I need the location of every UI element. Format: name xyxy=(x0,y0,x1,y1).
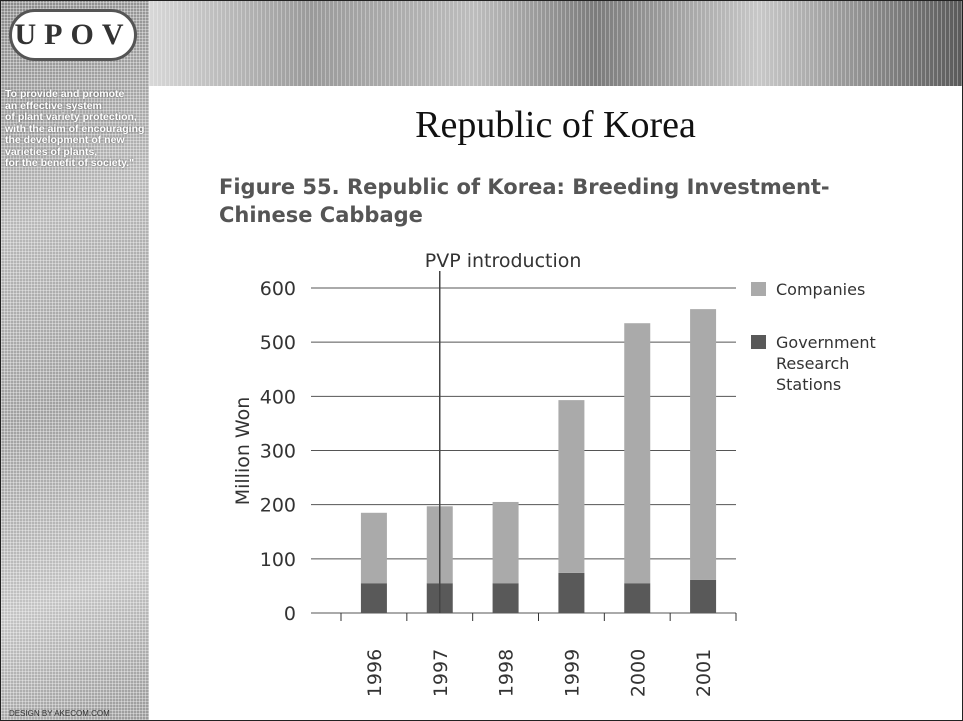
x-tick-label: 1996 xyxy=(364,649,386,697)
y-axis-label: Million Won xyxy=(232,397,254,506)
legend-swatch xyxy=(751,282,766,296)
sidebar xyxy=(1,1,149,720)
chart-title-line: Figure 55. Republic of Korea: Breeding I… xyxy=(219,175,830,199)
x-tick-label: 1997 xyxy=(430,649,452,697)
bar-segment xyxy=(360,583,387,613)
y-tick-label: 200 xyxy=(260,495,296,517)
motto-line: the development of new xyxy=(5,134,125,146)
bar-segment xyxy=(558,400,585,573)
annotation: PVP introduction xyxy=(425,250,582,272)
y-tick-label: 600 xyxy=(260,278,296,300)
y-tick-label: 100 xyxy=(260,549,296,571)
bar-segment xyxy=(690,579,717,613)
y-tick-label: 300 xyxy=(260,441,296,463)
bar-segment xyxy=(624,323,651,584)
header-banner xyxy=(149,1,962,86)
bar-segment xyxy=(690,309,717,580)
legend-label: Government Research Stations xyxy=(776,333,876,394)
motto-line: an effective system xyxy=(5,99,102,112)
bar-segment xyxy=(558,572,585,613)
motto: To provide and promote an effective syste… xyxy=(5,88,150,170)
bar-segment xyxy=(492,501,519,584)
motto-line: with the aim of encouraging xyxy=(5,122,145,135)
bar-segment xyxy=(360,512,387,584)
legend-label: Companies xyxy=(776,280,865,299)
motto-line: of plant variety protection, xyxy=(5,111,137,123)
bar-segment xyxy=(624,583,651,613)
logo: UPOV xyxy=(9,9,137,61)
y-tick-label: 400 xyxy=(260,386,296,408)
chart-title: Figure 55. Republic of Korea: Breeding I… xyxy=(219,173,830,229)
x-tick-label: 2000 xyxy=(627,649,649,697)
motto-line: for the benefit of society." xyxy=(5,157,135,169)
credit: DESIGN BY AKECOM.COM xyxy=(9,709,110,718)
chart-title-line: Chinese Cabbage xyxy=(219,203,423,227)
slide-title: Republic of Korea xyxy=(415,104,696,146)
x-tick-label: 1998 xyxy=(496,649,518,697)
x-tick-label: 1999 xyxy=(561,649,583,697)
legend-swatch xyxy=(751,335,766,349)
motto-line: To provide and promote xyxy=(5,88,125,100)
bar-segment xyxy=(492,583,519,613)
y-tick-label: 0 xyxy=(284,603,296,625)
y-tick-label: 500 xyxy=(260,332,296,354)
motto-line: varieties of plants, xyxy=(5,145,98,158)
x-tick-label: 2001 xyxy=(693,649,715,697)
